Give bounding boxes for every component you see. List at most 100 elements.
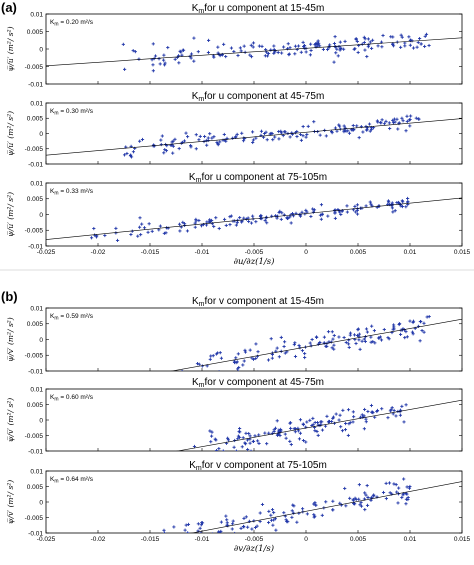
data-point: [218, 140, 222, 144]
data-point: [260, 44, 264, 48]
data-point: [159, 138, 163, 142]
data-point: [371, 340, 375, 344]
data-point: [249, 43, 253, 47]
axes-frame: [45, 388, 463, 452]
data-point: [263, 219, 267, 223]
y-tick-label: -0.005: [25, 64, 44, 71]
data-point: [183, 528, 187, 532]
panel-title: Kmfor v component at 15-45m: [192, 296, 324, 308]
data-point: [269, 337, 273, 341]
y-tick-label: 0.005: [27, 484, 44, 491]
data-point: [175, 541, 178, 544]
data-point: [236, 352, 240, 356]
data-point: [405, 492, 409, 496]
data-point: [347, 345, 351, 350]
data-point: [282, 344, 286, 349]
axes-frame: [45, 182, 463, 247]
data-point: [162, 531, 167, 533]
data-point: [359, 500, 363, 504]
data-point: [400, 495, 404, 500]
data-point: [185, 135, 190, 139]
data-point: [147, 222, 151, 226]
data-point: [293, 430, 297, 434]
data-point: [381, 33, 385, 38]
data-point: [269, 513, 273, 517]
y-tick-label: -0.005: [25, 433, 44, 440]
data-point: [316, 44, 320, 48]
data-point: [151, 42, 155, 46]
data-point: [180, 140, 185, 145]
data-point: [405, 119, 409, 123]
data-point: [177, 146, 181, 151]
data-point: [238, 216, 242, 220]
data-point: [89, 236, 94, 240]
data-point: [238, 370, 240, 371]
data-point: [222, 217, 227, 221]
data-point: [254, 136, 258, 140]
data-point: [381, 490, 386, 495]
data-point: [427, 43, 431, 48]
data-point: [304, 135, 308, 139]
data-point: [251, 357, 256, 361]
data-point: [243, 350, 248, 354]
data-point: [332, 347, 336, 351]
data-point: [250, 130, 255, 134]
data-point: [312, 513, 316, 517]
data-point: [272, 44, 276, 48]
data-point: [380, 45, 384, 49]
data-point: [292, 504, 296, 508]
data-point: [357, 483, 361, 487]
data-point: [418, 36, 422, 41]
data-point: [186, 531, 190, 533]
data-point: [353, 204, 357, 209]
data-point: [140, 137, 145, 142]
data-point: [185, 229, 190, 233]
data-point: [208, 357, 212, 361]
data-point: [216, 45, 220, 49]
data-point: [271, 523, 275, 527]
data-point: [386, 199, 391, 203]
x-tick-label: -0.015: [141, 249, 160, 256]
data-point: [273, 135, 277, 139]
km-label: Km = 0.33 m²/s: [50, 188, 94, 197]
data-point: [288, 421, 293, 425]
data-point: [308, 418, 312, 422]
data-point: [230, 522, 235, 526]
data-point: [400, 116, 404, 120]
data-point: [327, 419, 332, 424]
data-point: [369, 335, 373, 339]
data-point: [216, 143, 220, 147]
data-point: [342, 130, 346, 134]
data-point: [256, 350, 260, 354]
data-point: [129, 232, 133, 237]
data-point: [332, 333, 336, 338]
data-point: [396, 200, 401, 205]
y-axis-label: ψ̅/v̅′ (m²/ s²): [6, 317, 15, 362]
km-label: Km = 0.20 m²/s: [50, 19, 94, 28]
y-tick-label: 0.01: [30, 11, 43, 18]
data-point: [319, 420, 323, 424]
data-point: [394, 414, 398, 418]
data-point: [303, 355, 307, 360]
data-point: [343, 428, 348, 432]
data-point: [362, 40, 366, 45]
data-point: [288, 439, 292, 443]
x-tick-label: 0.005: [350, 536, 367, 543]
data-point: [397, 486, 401, 490]
data-point: [288, 46, 292, 50]
data-point: [393, 120, 397, 124]
data-point: [265, 442, 269, 446]
data-point: [370, 495, 374, 499]
data-point: [246, 447, 250, 451]
data-point: [197, 362, 201, 366]
panel-letter: (b): [1, 289, 18, 304]
y-tick-label: 0.01: [30, 305, 43, 312]
data-point: [406, 196, 410, 201]
data-point: [368, 129, 372, 133]
data-point: [289, 221, 293, 225]
data-point: [206, 38, 211, 42]
data-point: [195, 362, 200, 366]
data-point: [138, 225, 142, 229]
fit-line: [170, 318, 462, 371]
data-point: [235, 132, 239, 136]
